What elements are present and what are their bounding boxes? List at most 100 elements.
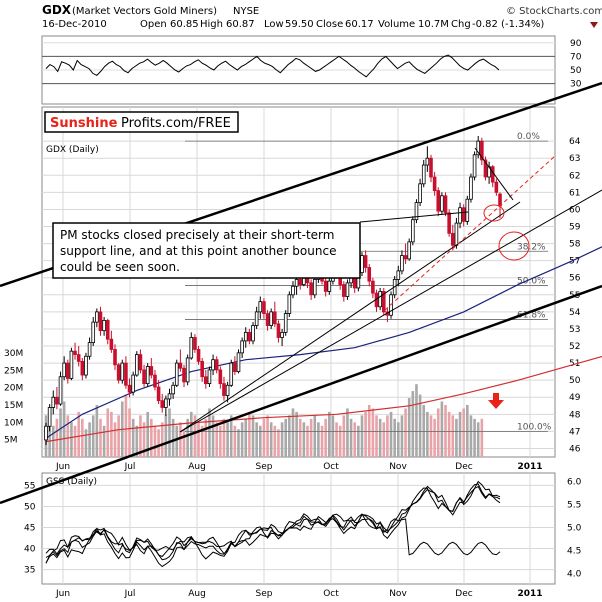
candle-body [204,376,208,384]
volume-bar [397,422,400,457]
candle-body [418,183,422,204]
volume-bar [447,411,451,457]
volume-bar [266,415,269,457]
watermark-box [44,111,239,133]
candle [458,202,462,229]
candle [174,359,179,387]
candle [273,301,277,328]
candle [254,306,259,329]
price-tick-label: 46 [569,444,581,454]
volume-bar [458,411,462,457]
candle-body [102,320,106,332]
candle [283,310,288,336]
volume-bar [62,401,66,457]
volume-bar [440,401,444,457]
candle-body [109,338,114,350]
candle [312,276,317,299]
price-panel: 46474849505152535455565758596061626364 3… [4,106,602,458]
candle-body [254,311,259,326]
volume-bar [248,411,251,457]
volume-bar [407,398,411,457]
candle [280,328,284,347]
volume-bars [44,384,484,457]
header-symbol: GDX [42,3,72,17]
candle-body [258,301,263,313]
candle [102,317,106,336]
candle [55,387,59,410]
candle-body [447,212,451,234]
fib-level-label: 50.0% [517,276,546,286]
candle [494,178,499,196]
volume-bar [197,422,200,457]
candle [91,317,96,347]
gsr-series-line [45,515,501,558]
gsr-left-tick-labels: 35 40 45 50 55 [24,481,36,575]
annotation-line-1: PM stocks closed precisely at their shor… [60,228,334,242]
volume-bar [171,418,175,457]
candle-body [323,280,328,292]
quote-chg-label: Chg [451,19,471,30]
rsi-panel: 90 70 50 30 [41,35,582,105]
candle [182,364,186,387]
candle [287,291,292,317]
candle-body [47,407,52,427]
volume-bar [306,425,309,457]
volume-bar [371,408,375,457]
candle [145,363,150,387]
candle-body [498,193,502,207]
volume-bar [219,425,222,457]
quote-chg-value: -0.82 (-1.34%) [472,19,544,30]
candle [124,356,128,389]
volume-bar [117,415,120,457]
candle-body [454,222,459,246]
candlesticks [44,136,502,446]
volume-bar [378,418,382,457]
gsr-left-tick-label: 45 [24,524,35,534]
price-x-tick-label: Sep [256,462,273,472]
gsr-left-tick-label: 40 [24,545,36,555]
rsi-tick-label: 70 [570,52,582,62]
candle [403,243,408,265]
annotation-box [52,222,361,279]
volume-bar [51,425,55,457]
volume-bar [128,408,131,457]
candle-body [381,290,386,313]
candle [381,287,386,316]
volume-bar [48,422,51,457]
candle [411,216,415,246]
candle [480,137,484,166]
candle-body [76,354,81,362]
candle [429,154,433,183]
volume-bar [404,408,407,457]
candle [243,327,248,348]
quote-open-value: 60.85 [170,19,199,30]
price-tick-label: 63 [569,154,580,164]
fib-level-label: 100.0% [517,422,552,432]
volume-bar [436,408,440,457]
candle-body [247,331,252,342]
volume-bar [466,404,469,457]
volume-bar [473,418,476,457]
volume-bar [88,422,91,457]
volume-bar [346,408,349,457]
candle-body [458,207,462,224]
volume-tick-label: 30M [4,349,23,359]
volume-bar [455,418,458,457]
volume-bar [204,418,208,457]
candle-body [233,362,237,373]
candle [207,366,212,387]
quote-high-value: 60.87 [226,19,255,30]
volume-bar [291,408,295,457]
annotation-line-3: could be seen soon. [60,260,180,274]
candle [156,380,161,405]
candle-body [222,383,226,396]
volume-bar [55,418,59,457]
volume-bar [244,418,248,457]
volume-bar [113,422,117,457]
medium-term-support-line [179,189,602,433]
candle-body [193,337,197,350]
volume-bar [81,418,84,457]
price-x-tick-label: Dec [455,462,472,472]
candle [262,298,266,319]
